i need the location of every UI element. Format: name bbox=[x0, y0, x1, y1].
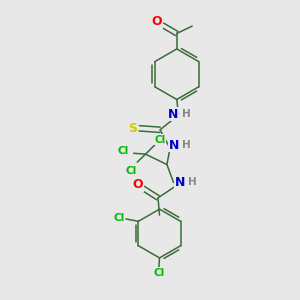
Text: Cl: Cl bbox=[125, 166, 136, 176]
Text: H: H bbox=[188, 177, 197, 188]
Text: Cl: Cl bbox=[118, 146, 129, 156]
Text: Cl: Cl bbox=[113, 213, 125, 224]
Text: Cl: Cl bbox=[154, 268, 165, 278]
Text: O: O bbox=[133, 178, 143, 191]
Text: N: N bbox=[168, 108, 178, 121]
Text: N: N bbox=[169, 139, 179, 152]
Text: O: O bbox=[152, 15, 162, 28]
Text: S: S bbox=[128, 122, 137, 135]
Text: H: H bbox=[182, 140, 191, 150]
Text: Cl: Cl bbox=[154, 135, 165, 145]
Text: N: N bbox=[175, 176, 185, 189]
Text: H: H bbox=[182, 109, 191, 119]
